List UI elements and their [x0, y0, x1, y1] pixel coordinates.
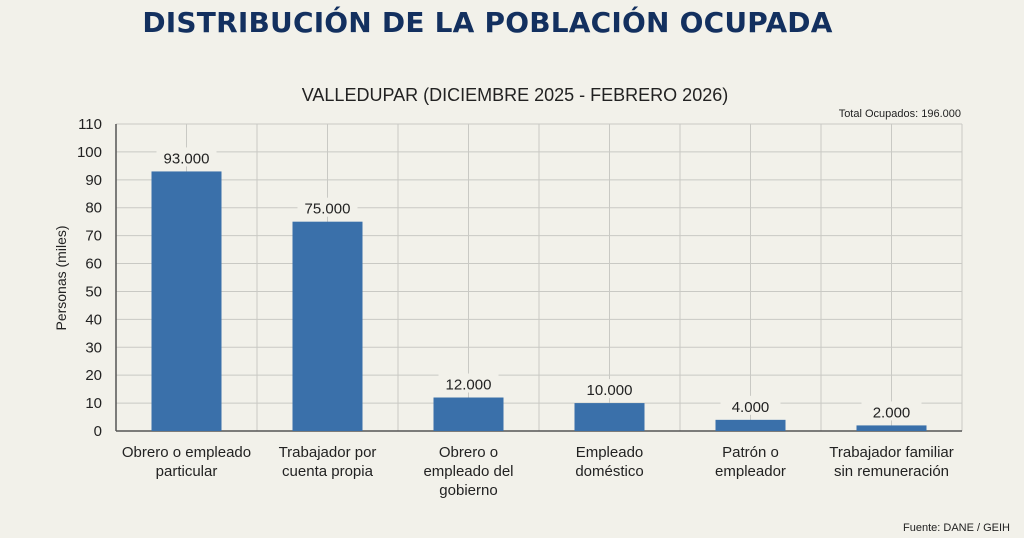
x-category-label-line: particular — [156, 463, 218, 480]
value-label-background — [720, 395, 781, 415]
chart-subtitle: VALLEDUPAR (DICIEMBRE 2025 - FEBRERO 202… — [302, 85, 728, 105]
bar-value-label: 93.000 — [164, 150, 210, 167]
x-category-label-line: Trabajador por — [279, 444, 377, 461]
y-tick-label: 30 — [85, 339, 102, 356]
y-tick-label: 40 — [85, 311, 102, 328]
bar-value-label: 10.000 — [587, 382, 633, 399]
value-label-background — [579, 379, 640, 399]
x-category-label: Obrero o empleado del gobierno — [423, 444, 513, 499]
total-annotation: Total Ocupados: 196.000 — [839, 108, 961, 120]
y-tick-label: 20 — [85, 367, 102, 384]
value-label-background — [861, 401, 922, 421]
y-tick-label: 0 — [94, 423, 102, 440]
y-tick-label: 110 — [78, 116, 102, 133]
y-tick-label: 80 — [85, 200, 102, 217]
bar — [292, 221, 363, 431]
bar-value-label: 75.000 — [305, 201, 351, 218]
x-category-label-line: Trabajador familiar — [829, 444, 954, 461]
x-category-label: Obrero o empleado particular — [122, 444, 251, 480]
bar-value-label: 4.000 — [732, 399, 770, 416]
x-category-label-line: sin remuneración — [834, 463, 949, 480]
x-category-label-line: cuenta propia — [282, 463, 374, 480]
source-note: Fuente: DANE / GEIH — [903, 522, 1010, 534]
x-category-label-line: Patrón o — [722, 444, 779, 461]
x-category-label: Empleado doméstico — [575, 444, 643, 480]
bar-value-label: 2.000 — [873, 404, 911, 421]
x-category-label-line: Empleado — [576, 444, 644, 461]
x-category-label-line: doméstico — [575, 463, 643, 480]
value-label-background — [156, 147, 217, 167]
y-tick-label: 70 — [85, 228, 102, 245]
x-category-label: Trabajador por cuenta propia — [279, 444, 377, 480]
x-category-label-line: Obrero o empleado — [122, 444, 251, 461]
x-category-label-line: empleado del — [423, 463, 513, 480]
x-category-label-line: empleador — [715, 463, 786, 480]
bar — [433, 397, 504, 431]
y-tick-label: 90 — [85, 172, 102, 189]
x-category-label-line: gobierno — [439, 482, 497, 499]
bar — [856, 425, 927, 431]
bar-value-label: 12.000 — [446, 377, 492, 394]
y-axis-label: Personas (miles) — [53, 225, 69, 330]
chart-title: DISTRIBUCIÓN DE LA POBLACIÓN OCUPADA — [142, 6, 833, 39]
y-tick-label: 60 — [85, 256, 102, 273]
y-tick-label: 10 — [85, 395, 102, 412]
y-tick-label: 50 — [85, 283, 102, 300]
x-category-label: Trabajador familiar sin remuneración — [829, 444, 954, 480]
bar — [151, 171, 222, 432]
x-category-label-line: Obrero o — [439, 444, 498, 461]
y-tick-label: 100 — [77, 144, 102, 161]
value-label-background — [297, 197, 358, 217]
value-label-background — [438, 373, 499, 393]
bar — [574, 403, 645, 431]
bar — [715, 419, 786, 431]
x-category-label: Patrón o empleador — [715, 444, 786, 480]
